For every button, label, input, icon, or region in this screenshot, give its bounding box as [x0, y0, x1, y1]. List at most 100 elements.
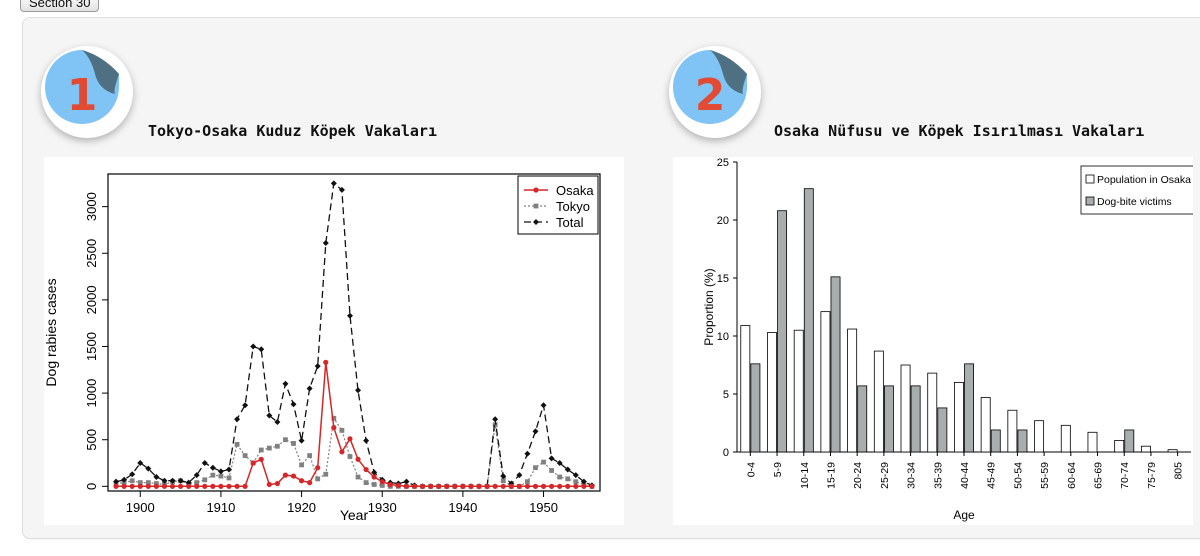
card-title: Osaka Nüfusu ve Köpek Isırılması Vakalar…	[774, 122, 1145, 140]
data-point-total	[177, 477, 184, 484]
data-point-osaka	[371, 474, 377, 480]
data-point-total	[137, 460, 144, 467]
data-point-osaka	[194, 483, 200, 489]
data-point-osaka	[113, 483, 119, 489]
bar-dog-bite	[990, 429, 1001, 453]
data-point-osaka	[581, 483, 587, 489]
x-tick-label: 75-79	[1146, 462, 1158, 489]
data-point-tokyo	[331, 415, 337, 421]
data-point-total	[403, 478, 410, 485]
data-point-tokyo	[347, 454, 353, 459]
legend-label: Tokyo	[556, 199, 590, 214]
data-point-osaka	[524, 483, 531, 489]
data-point-total	[113, 478, 120, 485]
data-point-tokyo	[339, 427, 345, 433]
bar-population	[980, 397, 991, 453]
x-tick-label: 40-44	[959, 462, 971, 489]
section-label[interactable]: Section 30	[20, 0, 100, 12]
data-point-osaka	[266, 481, 272, 488]
data-point-tokyo	[283, 437, 288, 443]
data-point-osaka	[411, 483, 418, 489]
data-point-tokyo	[355, 474, 361, 480]
data-point-osaka	[355, 456, 361, 462]
data-point-tokyo	[153, 481, 159, 486]
badge-1: 1	[41, 46, 133, 138]
data-point-total	[266, 412, 273, 419]
y-tick-label: 3000	[84, 192, 99, 221]
bar-dog-bite	[777, 210, 788, 453]
data-point-tokyo	[363, 480, 369, 486]
y-tick-label: 10	[717, 331, 729, 343]
data-point-total	[363, 437, 370, 444]
bar-dog-bite	[1124, 429, 1135, 453]
data-point-osaka	[460, 483, 466, 489]
bar-chart-svg: 0 5 10 15 20 25 0-4 5-9 10-14 15-19 20-24 25-29 30-3…	[702, 157, 1200, 522]
data-point-tokyo	[525, 479, 530, 485]
data-point-total	[258, 346, 265, 353]
data-point-total	[516, 472, 523, 479]
x-tick-label: 1930	[368, 500, 397, 515]
x-tick-label: 1920	[287, 500, 316, 515]
legend-box	[517, 175, 599, 235]
bar-population	[954, 381, 964, 453]
bar-population	[1114, 439, 1125, 453]
legend-marker	[533, 187, 539, 193]
data-point-total	[580, 478, 587, 485]
x-tick-label: 20-24	[852, 462, 864, 489]
data-point-total	[346, 312, 353, 319]
sticker-icon	[673, 50, 747, 124]
data-point-tokyo	[226, 475, 232, 481]
data-point-total	[274, 419, 281, 426]
y-tick-label: 500	[84, 429, 99, 451]
data-point-tokyo	[291, 441, 296, 446]
x-axis-label: Year	[340, 507, 369, 523]
data-point-total	[572, 472, 579, 479]
data-point-tokyo	[234, 441, 240, 447]
x-tick-label: 50-54	[1012, 462, 1024, 489]
badge-number: 2	[694, 70, 726, 121]
data-point-total	[500, 473, 507, 480]
data-point-total	[330, 180, 337, 187]
y-tick-label: 1000	[84, 379, 99, 408]
data-point-osaka	[444, 483, 450, 489]
series-total	[113, 180, 595, 490]
x-tick-label: 30-34	[906, 462, 918, 489]
data-point-osaka	[290, 473, 297, 479]
data-point-total	[129, 471, 136, 478]
x-tick-label: 0-4	[745, 462, 757, 477]
y-tick-label: 20	[717, 215, 729, 227]
data-point-osaka	[468, 483, 474, 489]
legend-swatch	[1085, 196, 1095, 206]
data-point-total	[556, 460, 563, 467]
x-axis-label: Age	[953, 508, 975, 522]
data-point-osaka	[258, 456, 264, 462]
data-point-total	[282, 380, 289, 387]
data-point-osaka	[161, 483, 168, 489]
data-point-tokyo	[129, 478, 135, 484]
data-point-total	[201, 460, 208, 467]
x-tick-label: 60-64	[1066, 462, 1078, 489]
data-point-osaka	[484, 483, 490, 489]
x-tick-label: 35-39	[932, 462, 944, 489]
legend-marker	[533, 219, 539, 225]
data-point-osaka	[557, 483, 563, 489]
data-point-osaka	[363, 466, 369, 473]
bar-population	[740, 325, 751, 453]
line-chart-svg: 1900 1910 1920 1930 1940 1950 0 500 1000 1500 2000…	[43, 173, 601, 523]
data-point-total	[250, 343, 257, 350]
bar-dog-bite	[964, 363, 974, 453]
data-point-osaka	[315, 465, 321, 471]
data-point-total	[314, 363, 321, 370]
legend-label: Total	[556, 215, 584, 230]
y-tick-label: 15	[717, 273, 729, 285]
legend-label: Osaka	[556, 183, 594, 198]
bar-population	[927, 372, 938, 453]
bar-population	[873, 350, 884, 453]
bar-dog-bite	[750, 363, 761, 453]
data-point-total	[338, 186, 345, 193]
x-tick-label: 70-74	[1119, 462, 1131, 489]
data-point-total	[290, 401, 297, 408]
y-axis-label: Proportion (%)	[702, 268, 716, 345]
data-point-total	[242, 402, 249, 409]
rabies-line-chart: 1900 1910 1920 1930 1940 1950 0 500 1000 1500 2000…	[43, 157, 624, 525]
